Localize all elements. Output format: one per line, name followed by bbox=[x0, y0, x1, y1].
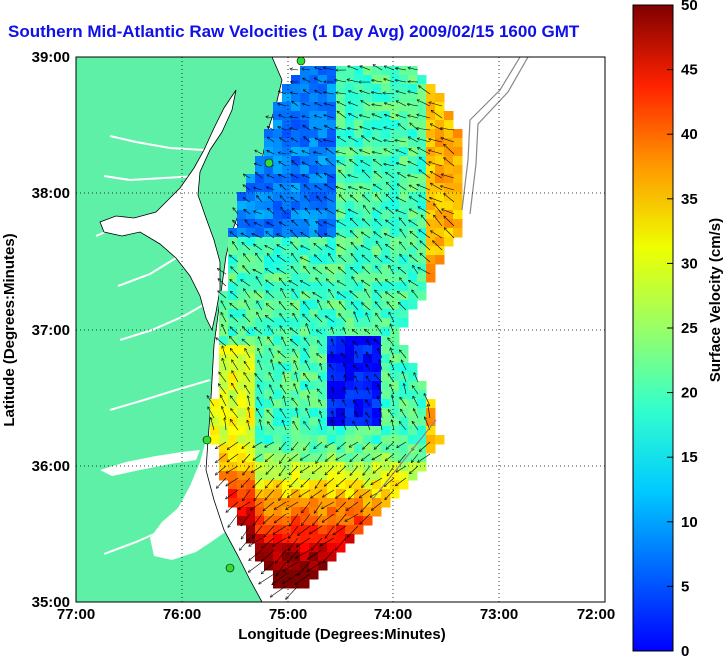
y-axis: 39:00 38:00 37:00 36:00 35:00 Latitude (… bbox=[1, 49, 70, 611]
pamlico-sound bbox=[150, 440, 246, 570]
colorbar-tick-label: 50 bbox=[681, 0, 698, 14]
colorbar-tick-label: 40 bbox=[681, 126, 698, 143]
map-title: Southern Mid-Atlantic Raw Velocities (1 … bbox=[8, 22, 580, 41]
rivers bbox=[95, 135, 213, 555]
y-tick-label: 36:00 bbox=[32, 458, 70, 475]
x-tick-label: 73:00 bbox=[480, 606, 518, 623]
colorbar-tick-label: 15 bbox=[681, 449, 698, 466]
plot-frame bbox=[75, 56, 606, 603]
x-tick-label: 75:00 bbox=[269, 606, 307, 623]
x-tick-label: 72:00 bbox=[577, 606, 615, 623]
y-tick-label: 35:00 bbox=[32, 594, 70, 611]
colorbar-tick-label: 10 bbox=[681, 514, 698, 531]
x-axis-label: Longitude (Degrees:Minutes) bbox=[238, 626, 446, 643]
colorbar-tick-label: 45 bbox=[681, 62, 698, 79]
colorbar-tick-label: 0 bbox=[681, 643, 689, 659]
x-axis: 77:00 76:00 75:00 74:00 73:00 72:00 Long… bbox=[57, 606, 615, 643]
colorbar-tick-label: 25 bbox=[681, 320, 698, 337]
map-grid bbox=[76, 57, 605, 602]
colorbar-label: Surface Velocity (cm/s) bbox=[707, 218, 724, 382]
radar-site-marker bbox=[296, 57, 306, 66]
y-axis-label: Latitude (Degrees:Minutes) bbox=[1, 233, 18, 426]
y-tick-label: 39:00 bbox=[32, 49, 70, 66]
colorbar-tick-label: 35 bbox=[681, 191, 698, 208]
radar-sites bbox=[202, 57, 306, 573]
x-tick-label: 76:00 bbox=[163, 606, 201, 623]
albemarle-sound bbox=[100, 450, 200, 476]
colorbar-tick-label: 30 bbox=[681, 255, 698, 272]
colorbar-scale bbox=[632, 4, 674, 652]
radar-site-marker bbox=[264, 158, 274, 168]
colorbar-tick-label: 20 bbox=[681, 385, 698, 402]
colorbar-tick-label: 5 bbox=[681, 578, 689, 595]
y-tick-label: 38:00 bbox=[32, 185, 70, 202]
radar-site-marker bbox=[202, 435, 212, 445]
radar-site-marker bbox=[225, 563, 235, 573]
bathymetry-contours bbox=[371, 57, 529, 501]
y-tick-label: 37:00 bbox=[32, 322, 70, 339]
x-tick-label: 74:00 bbox=[374, 606, 412, 623]
x-tick-label: 77:00 bbox=[57, 606, 95, 623]
